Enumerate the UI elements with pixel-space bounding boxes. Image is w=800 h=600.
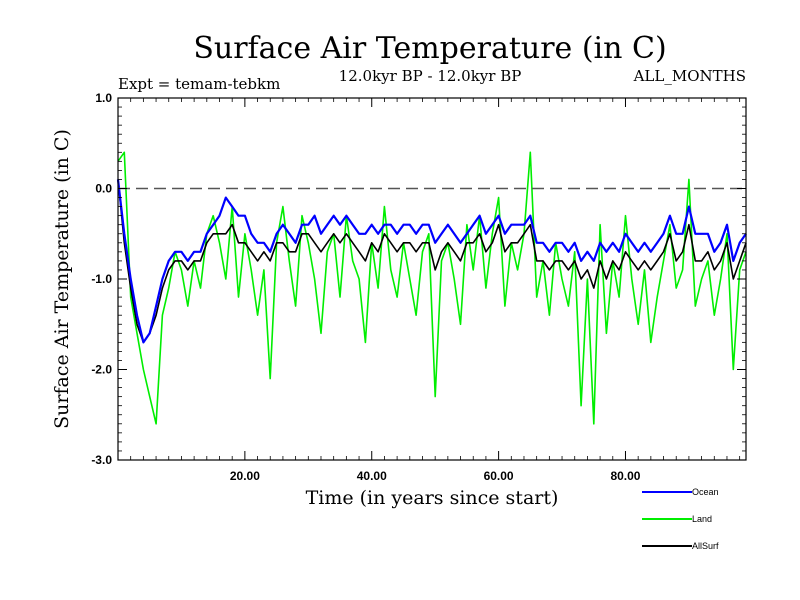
y-tick-label: -3.0 (91, 453, 112, 467)
series-layer (116, 151, 747, 425)
series-line-land (117, 151, 747, 425)
legend-label-land: Land (692, 514, 712, 524)
legend-label-allsurf: AllSurf (692, 541, 719, 551)
y-tick-label: 0.0 (95, 182, 112, 196)
y-tick-label: -1.0 (91, 272, 112, 286)
legend-label-ocean: Ocean (692, 487, 719, 497)
tick-layer: 20.00 40.00 60.00 80.00 1.0 0.0 -1.0 -2.0 -3.0 (91, 91, 746, 483)
legend: Ocean Land AllSurf (642, 487, 719, 551)
experiment-label: Expt = temam-tebkm (118, 75, 280, 93)
x-tick-label: 60.00 (484, 469, 514, 483)
x-tick-label: 80.00 (610, 469, 640, 483)
y-tick-label: 1.0 (95, 91, 112, 105)
y-tick-label: -2.0 (91, 363, 112, 377)
x-axis-label: Time (in years since start) (306, 487, 559, 509)
plot-area: 20.00 40.00 60.00 80.00 1.0 0.0 -1.0 -2.0 -3.0 (91, 91, 747, 483)
series-line-allsurf (117, 179, 747, 344)
x-tick-label: 40.00 (357, 469, 387, 483)
x-tick-label: 20.00 (230, 469, 260, 483)
period-label: 12.0kyr BP - 12.0kyr BP (339, 67, 522, 85)
y-axis-label: Surface Air Temperature (in C) (51, 129, 73, 429)
chart-title: Surface Air Temperature (in C) (193, 31, 666, 66)
series-line-ocean (116, 179, 747, 344)
plot-frame (117, 97, 747, 461)
months-label: ALL_MONTHS (633, 67, 746, 85)
